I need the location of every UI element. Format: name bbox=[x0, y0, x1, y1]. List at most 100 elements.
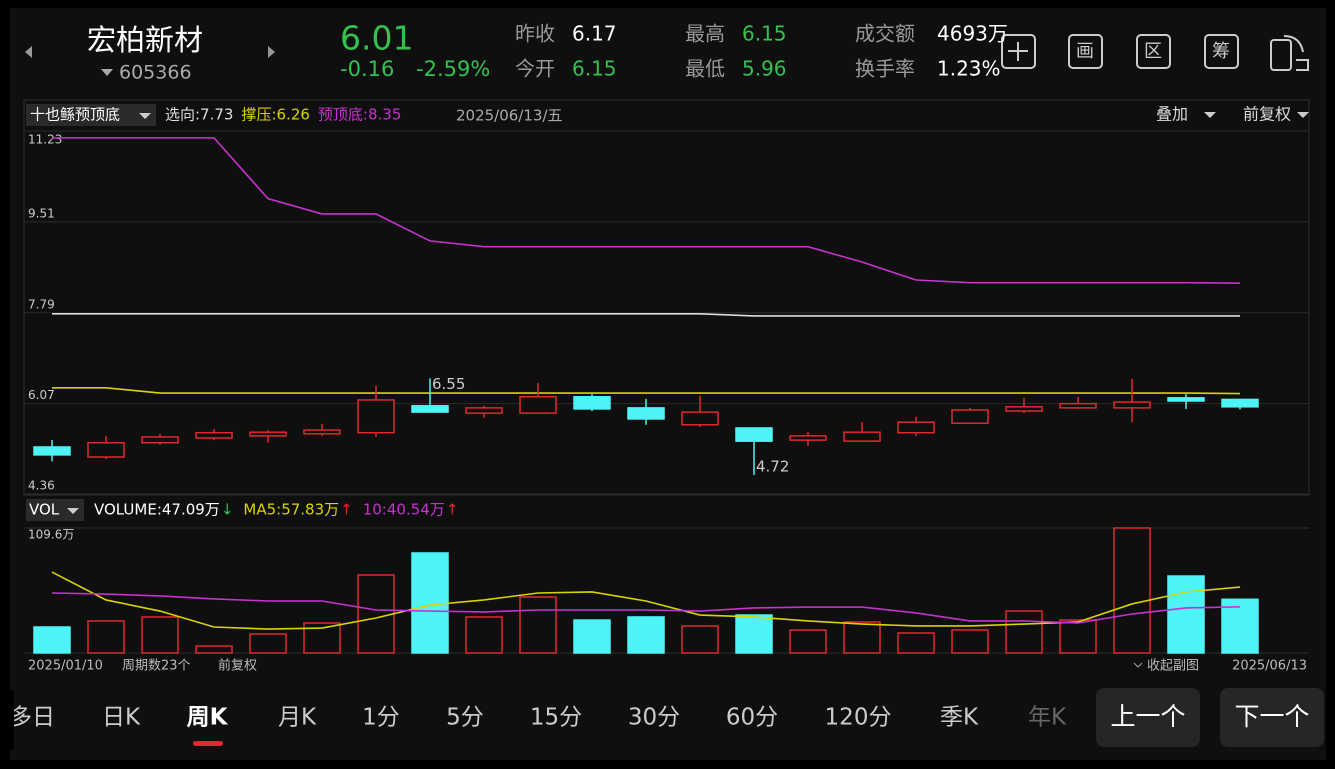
candle-body bbox=[465, 407, 503, 414]
tab[interactable]: 15分 bbox=[530, 705, 582, 731]
stat-label: 换手率 bbox=[855, 57, 915, 81]
tab[interactable]: 周K bbox=[187, 705, 229, 731]
change-pct: -2.59% bbox=[416, 57, 490, 81]
vol-box[interactable] bbox=[26, 499, 84, 521]
candle-body bbox=[1221, 398, 1259, 408]
candle-body bbox=[951, 409, 989, 424]
vol-legend: VOLUME:47.09万 bbox=[94, 501, 220, 519]
add-icon[interactable] bbox=[1001, 34, 1036, 69]
date: 2025/06/13/五 bbox=[456, 107, 563, 125]
candle-body bbox=[357, 399, 395, 434]
candle-body bbox=[897, 421, 935, 434]
stat-label: 最低 bbox=[685, 57, 725, 81]
rotate-icon[interactable] bbox=[1270, 39, 1292, 71]
stat-label: 成交额 bbox=[855, 22, 915, 46]
y-tick-label: 4.36 bbox=[28, 479, 55, 493]
volume-bar bbox=[1113, 527, 1151, 654]
vol-label: VOL bbox=[29, 501, 60, 519]
tab[interactable]: 日K bbox=[102, 705, 141, 731]
vol-legend-arrow: ↑ bbox=[340, 501, 353, 519]
y-tick-label: 109.6万 bbox=[28, 528, 74, 542]
volume-bar bbox=[789, 629, 827, 654]
extreme-label: 4.72 bbox=[756, 457, 789, 475]
extreme-label: 6.55 bbox=[432, 375, 465, 393]
footer-adjust: 前复权 bbox=[218, 658, 257, 674]
collapse[interactable]: 收起副图 bbox=[1147, 659, 1199, 674]
chip-icon[interactable] bbox=[1204, 34, 1239, 69]
candle-body bbox=[141, 436, 179, 444]
draw-icon[interactable] bbox=[1068, 34, 1103, 69]
candle-body bbox=[249, 431, 287, 437]
volume-bar bbox=[411, 552, 449, 654]
prev-label[interactable]: 上一个 bbox=[1110, 702, 1185, 731]
stat-value: 1.23% bbox=[937, 57, 1001, 81]
stock-name: 宏柏新材 bbox=[87, 23, 203, 57]
period-count: 周期数23个 bbox=[122, 659, 191, 674]
change: -0.16 bbox=[340, 57, 394, 81]
tab[interactable]: 月K bbox=[278, 705, 317, 731]
y-tick-label: 7.79 bbox=[28, 297, 55, 311]
volume-bar bbox=[519, 596, 557, 654]
adjust[interactable]: 前复权 bbox=[1243, 105, 1291, 124]
prev-button[interactable] bbox=[1096, 688, 1200, 747]
code-caret bbox=[101, 69, 113, 76]
stat-value: 6.15 bbox=[742, 22, 787, 46]
tab[interactable]: 年K bbox=[1028, 705, 1067, 731]
vol-legend-arrow: ↑ bbox=[446, 501, 459, 519]
candle-body bbox=[33, 446, 71, 456]
candle-body bbox=[573, 396, 611, 410]
tab[interactable]: 120分 bbox=[825, 705, 892, 731]
volume-bar bbox=[87, 620, 125, 654]
candle-body bbox=[303, 429, 341, 435]
volume-bar bbox=[249, 633, 287, 654]
tab[interactable]: 60分 bbox=[726, 705, 778, 731]
toolbar-icon-label: 画 bbox=[1076, 41, 1094, 62]
y-tick-label: 6.07 bbox=[28, 388, 55, 402]
tab[interactable]: 5分 bbox=[446, 705, 484, 731]
candle-body bbox=[1113, 401, 1151, 409]
tab[interactable]: 30分 bbox=[628, 705, 680, 731]
tab[interactable]: 1分 bbox=[362, 705, 400, 731]
stock-code: 605366 bbox=[119, 62, 192, 84]
range-icon[interactable] bbox=[1136, 34, 1171, 69]
volume-bar bbox=[195, 645, 233, 654]
toolbar-icon-label: 筹 bbox=[1212, 41, 1230, 62]
candle-body bbox=[87, 441, 125, 458]
indicator-box[interactable] bbox=[26, 104, 156, 126]
legend-item: 选向:7.73 bbox=[165, 106, 233, 124]
volume-bar bbox=[33, 626, 71, 654]
tab[interactable]: 季K bbox=[940, 705, 979, 731]
vol-legend: 10:40.54万 bbox=[363, 501, 445, 519]
price-panel bbox=[23, 99, 1310, 496]
stat-value: 6.15 bbox=[572, 57, 617, 81]
volume-bar bbox=[1005, 610, 1043, 654]
indicator-line bbox=[52, 386, 1241, 395]
volume-bar bbox=[951, 629, 989, 654]
stat-label: 最高 bbox=[685, 22, 725, 46]
indicator-name: 十也鲧预顶底 bbox=[30, 106, 120, 124]
tab[interactable]: 多日 bbox=[9, 705, 55, 731]
ma-line bbox=[51, 571, 1241, 630]
candle-body bbox=[789, 435, 827, 441]
candle-body bbox=[681, 411, 719, 426]
candle-body bbox=[195, 431, 233, 439]
overlay[interactable]: 叠加 bbox=[1156, 105, 1188, 124]
next-label[interactable]: 下一个 bbox=[1234, 702, 1309, 731]
end-date: 2025/06/13 bbox=[1232, 659, 1307, 674]
vol-legend-arrow: ↓ bbox=[221, 501, 234, 519]
volume-bar bbox=[735, 614, 773, 654]
indicator-line bbox=[52, 313, 1240, 317]
indicator-line bbox=[52, 137, 1241, 284]
volume-bar bbox=[843, 621, 881, 654]
stat-value: 4693万 bbox=[937, 22, 1008, 46]
candle-body bbox=[411, 405, 449, 413]
collapse-chevron[interactable] bbox=[1133, 662, 1143, 668]
y-tick-label: 9.51 bbox=[28, 206, 55, 220]
active-tab-indicator bbox=[193, 741, 223, 746]
stat-value: 5.96 bbox=[742, 57, 787, 81]
tab-fade bbox=[0, 690, 14, 750]
ma-line bbox=[51, 592, 1241, 624]
next-button[interactable] bbox=[1220, 688, 1324, 747]
legend-item: 预顶底:8.35 bbox=[318, 106, 401, 124]
